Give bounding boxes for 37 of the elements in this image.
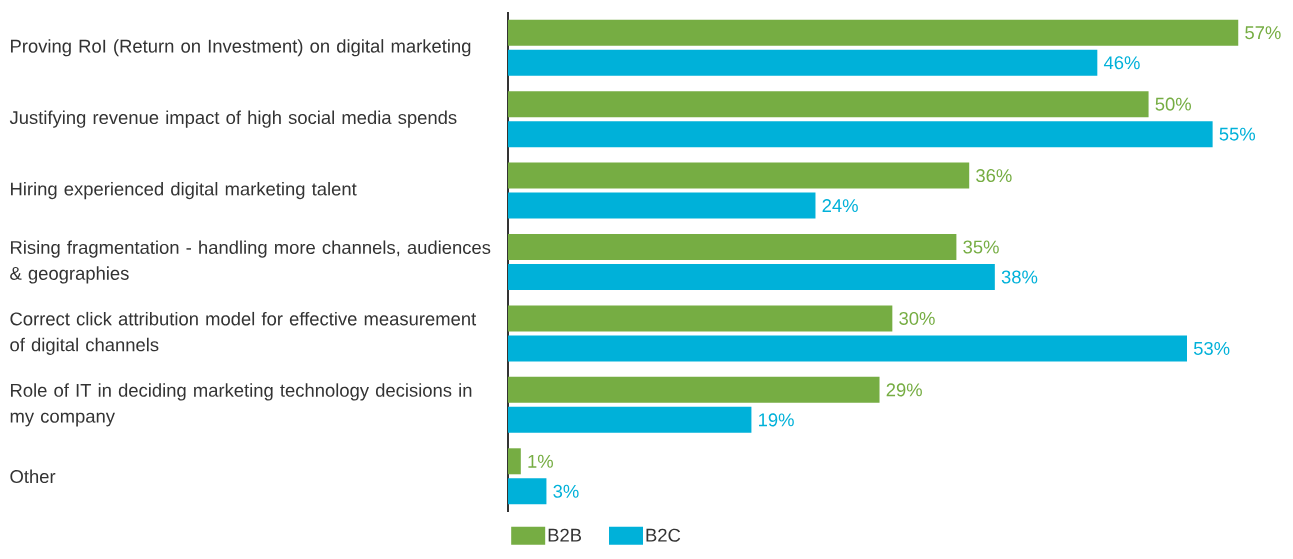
bar (508, 448, 521, 475)
y-tick-label: Other (10, 469, 56, 484)
bar (508, 91, 1149, 118)
bar (508, 478, 547, 505)
bar (508, 49, 1098, 76)
data-label: 24% (822, 199, 858, 213)
data-label: 29% (886, 383, 922, 397)
bar (508, 121, 1213, 148)
data-label: 55% (1219, 127, 1256, 141)
data-label: 50% (1155, 97, 1191, 111)
data-label: 35% (963, 240, 999, 254)
y-tick-label: Hiring experienced digital marketing talent (11, 181, 357, 200)
data-label: 19% (759, 413, 794, 427)
bar (508, 234, 957, 261)
legend-label: B2C (646, 528, 681, 542)
bar (508, 192, 816, 219)
legend-label: B2B (548, 528, 582, 542)
bar (508, 335, 1187, 362)
y-tick-label: Rising fragmentation - handling more channels, audiences & geographies (10, 240, 491, 284)
data-label: 30% (899, 311, 935, 325)
data-label: 53% (1193, 341, 1230, 355)
y-tick-label: Correct click attribution model for effective measurement of digital channels (10, 311, 477, 355)
data-label: 3% (553, 484, 579, 498)
bar (508, 305, 893, 332)
data-label: 46% (1103, 56, 1140, 70)
y-tick-label: Role of IT in deciding marketing technology decisions in my company (10, 383, 472, 427)
y-tick-label: Justifying revenue impact of high social media spends (9, 110, 457, 128)
bar (508, 264, 995, 291)
bar (508, 376, 880, 403)
data-label: 57% (1245, 26, 1281, 40)
data-label: 1% (528, 454, 553, 468)
bar (508, 406, 752, 433)
data-label: 36% (976, 169, 1012, 183)
y-tick-label: Proving RoI (Return on Investment) on digital marketing (11, 39, 471, 57)
data-label: 38% (1001, 270, 1038, 284)
bar (508, 19, 1239, 46)
bar (508, 162, 970, 189)
